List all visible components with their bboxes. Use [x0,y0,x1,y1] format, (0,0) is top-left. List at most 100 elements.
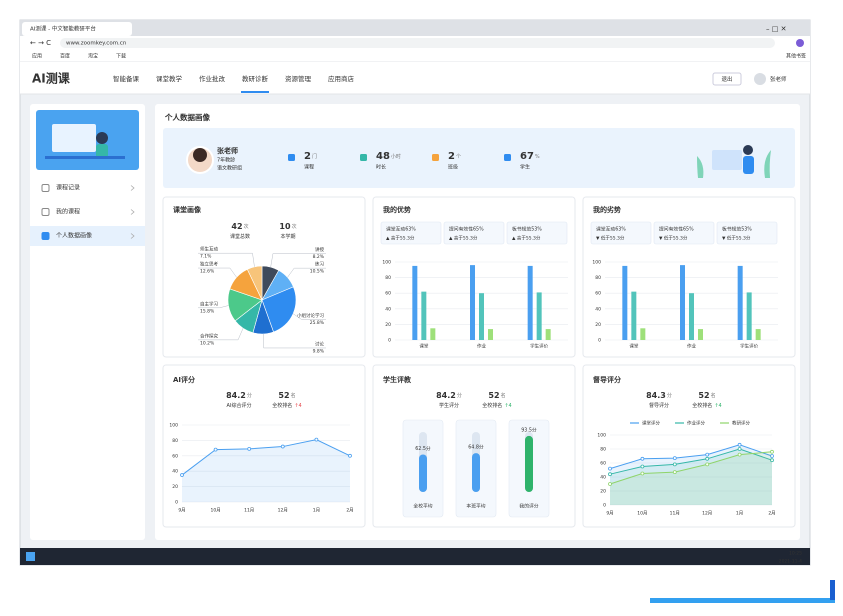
bar [737,265,743,340]
x-tick-label: 9月 [178,508,185,514]
summary-number: 10 [279,222,291,231]
nav-item[interactable]: 资源管理 [285,74,312,83]
point [770,454,774,458]
bookmark[interactable]: 下载 [116,53,126,60]
summary-unit: 名 [501,392,506,399]
menu-item[interactable]: 课程记录 [56,184,80,192]
summary-unit: 次 [292,223,297,230]
pie-label: 讲授 [315,246,324,253]
point [180,473,184,477]
x-tick-label: 11月 [244,508,254,514]
stat-icon [288,154,295,161]
stat-icon [504,154,511,161]
profile-icon[interactable] [796,39,804,47]
bar [470,265,475,340]
x-tick-label: 作业 [477,343,486,350]
point [280,444,285,449]
point [608,466,612,471]
menu-icon [41,232,50,240]
line [181,439,351,476]
bar [412,265,418,340]
x-tick-label: 12月 [278,508,288,514]
point [705,456,710,461]
x-tick-label: 作业 [687,343,696,350]
section-title: 个人数据画像 [164,112,210,122]
pie-label: 独立思考 [200,261,218,268]
nav-button-label[interactable]: 退出 [721,75,732,83]
menu-item[interactable]: 我的课程 [56,208,80,216]
x-tick-label: 12月 [702,511,712,517]
tag [590,221,652,245]
app-nav [20,62,810,94]
taskbar-time: 10:25 [789,551,802,557]
nav-item[interactable]: 智能备课 [113,74,140,83]
banner-person [96,132,108,144]
y-tick-label: 60 [595,291,601,297]
nav-item[interactable]: 作业批改 [199,74,226,83]
bar [755,329,761,340]
pie-label: 小组讨论学习 [297,312,324,319]
y-tick-label: 60 [172,453,178,459]
bar [430,328,436,340]
bar [631,291,637,340]
card [582,364,796,528]
area [610,451,772,505]
summary-unit: 分 [247,392,252,399]
logo: AI测课 [32,71,71,86]
stat-unit: 小时 [391,153,401,160]
summary-number: 84.2 [226,391,246,400]
leader-line [263,333,326,349]
summary-trend: ↑4 [714,403,721,409]
stat-number: 67 [520,151,534,162]
pie-value-label: 9.8% [313,348,325,354]
y-tick-label: 100 [169,423,178,429]
x-tick-label: 1月 [736,511,743,517]
tag-text: 课堂互动63% [386,226,416,233]
y-tick-label: 100 [592,260,601,266]
summary-number: 42 [231,222,242,231]
nav-item[interactable]: 应用商店 [328,74,355,83]
nav-button[interactable] [712,72,742,86]
nav-item[interactable]: 课堂教学 [156,74,183,83]
stat-value: 2门 [304,151,317,162]
pie-value-label: 12.6% [200,269,215,275]
sidebar [30,104,145,540]
x-tick-label: 2月 [768,511,775,517]
point [640,456,645,461]
card-title: 课堂画像 [173,205,202,214]
gauge-label: 全校平均 [413,503,432,510]
card-title: AI评分 [173,375,195,384]
summary-unit: 名 [291,392,296,399]
pie-value-label: 7.1% [200,254,212,260]
point [608,482,612,486]
nav-buttons[interactable]: ← → C [30,39,51,47]
y-tick-label: 80 [600,447,606,453]
summary-label-text: 全校排名 [692,402,712,409]
point [672,470,677,475]
bookmark[interactable]: 百度 [60,53,70,60]
bookmark[interactable]: 其他书签 [786,53,806,60]
pie-label: 练习 [315,261,324,268]
y-tick-label: 60 [600,461,606,467]
point [640,471,645,476]
user-name[interactable]: 张老师 [770,75,787,83]
window-controls[interactable]: – □ ✕ [766,25,786,33]
card-title: 我的劣势 [593,205,621,214]
profile-illustration [764,150,771,178]
y-tick-label: 80 [172,438,178,444]
address-field[interactable] [60,38,775,48]
nav-item[interactable]: 教研诊断 [242,74,269,83]
active-tab[interactable] [22,22,132,36]
legend-label: 课堂评分 [642,420,660,427]
profile-line: 7年教龄 [217,157,235,164]
summary-value: 52名 [698,391,715,400]
pie-label: 师生互动 [200,246,218,253]
stat-unit: 门 [312,153,317,160]
menu-item[interactable]: 个人数据画像 [56,232,92,240]
pie-value-label: 8.2% [313,254,325,260]
pie-label: 自主学习 [200,300,218,307]
bookmark[interactable]: 应用 [32,53,42,60]
bookmark[interactable]: 淘宝 [88,53,98,60]
start-button[interactable] [26,552,35,561]
point [672,456,677,461]
